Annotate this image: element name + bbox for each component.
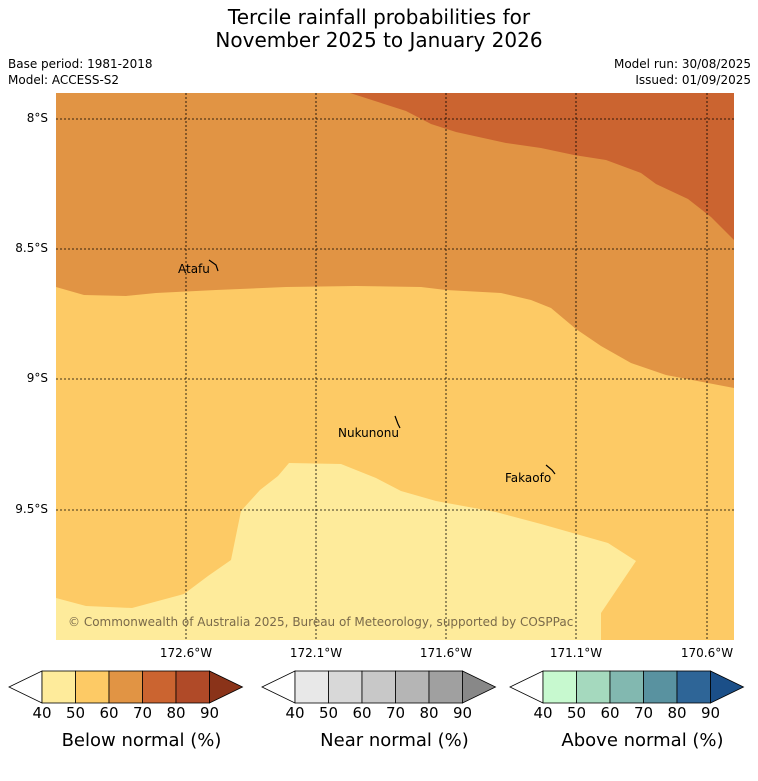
- colorbar-label-above-normal: Above normal (%): [561, 730, 724, 751]
- colorbar-extension-low: [261, 670, 296, 704]
- colorbar-tick-label: 80: [166, 704, 186, 722]
- colorbar-segment: [41, 670, 76, 704]
- colorbar-tick-label: 40: [32, 704, 52, 722]
- colorbar-label-below-normal: Below normal (%): [61, 730, 222, 751]
- colorbar-extension-low: [509, 670, 544, 704]
- lat-tick-9-5: 9.5°S: [15, 502, 48, 516]
- colorbar-tick-label: 80: [419, 704, 439, 722]
- chart-title-line1: Tercile rainfall probabilities for: [227, 5, 531, 29]
- issued-date: Issued: 01/09/2025: [635, 73, 751, 87]
- colorbar-segment: [175, 670, 210, 704]
- graticule: [56, 93, 734, 640]
- zone-below-40-50: [56, 463, 636, 640]
- colorbar-below-normal: [8, 670, 244, 704]
- lon-tick-172-1: 172.1°W: [289, 646, 343, 660]
- colorbar-segment: [294, 670, 329, 704]
- colorbar-segment: [609, 670, 644, 704]
- colorbar-tick-label: 80: [667, 704, 687, 722]
- lat-tick-9: 9°S: [26, 371, 48, 385]
- zone-below-70-80: [350, 93, 734, 240]
- lon-tick-172-6: 172.6°W: [159, 646, 213, 660]
- colorbar-tick-label: 70: [132, 704, 153, 722]
- colorbar-segment: [643, 670, 678, 704]
- base-period: Base period: 1981-2018: [8, 57, 153, 71]
- colorbar-tick-label: 90: [700, 704, 721, 722]
- probability-map: Atafu Nukunonu Fakaofo © Commonwealth of…: [56, 93, 734, 640]
- colorbar-tick-label: 90: [199, 704, 220, 722]
- colorbar-segment: [108, 670, 143, 704]
- colorbar-extension-high: [462, 670, 497, 704]
- colorbar-tick-label: 40: [533, 704, 553, 722]
- colorbar-tick-label: 40: [285, 704, 305, 722]
- colorbar-tick-label: 50: [318, 704, 339, 722]
- colorbar-near-normal: [261, 670, 497, 704]
- place-label-nukunonu: Nukunonu: [338, 426, 399, 440]
- place-label-fakaofo: Fakaofo: [505, 471, 551, 485]
- lon-tick-170-6: 170.6°W: [680, 646, 734, 660]
- colorbar-segment: [576, 670, 611, 704]
- lon-tick-171-1: 171.1°W: [549, 646, 603, 660]
- colorbar-segment: [142, 670, 177, 704]
- colorbar-extension-low: [8, 670, 43, 704]
- colorbar-segment: [676, 670, 711, 704]
- colorbar-tick-label: 70: [633, 704, 654, 722]
- colorbar-tick-label: 50: [566, 704, 587, 722]
- atolls: [208, 259, 556, 475]
- colorbar-tick-label: 60: [600, 704, 620, 722]
- fakaofo-atoll: [545, 464, 556, 475]
- nukunonu-atoll: [394, 415, 401, 429]
- chart-title-line2: November 2025 to January 2026: [215, 28, 543, 52]
- colorbar-segment: [428, 670, 463, 704]
- colorbar-tick-label: 50: [65, 704, 86, 722]
- model-run: Model run: 30/08/2025: [613, 57, 751, 71]
- colorbar-tick-label: 90: [452, 704, 473, 722]
- model-name: Model: ACCESS-S2: [8, 73, 120, 87]
- colorbar-segment: [395, 670, 430, 704]
- colorbar-tick-label: 60: [352, 704, 372, 722]
- colorbar-segment: [361, 670, 396, 704]
- lat-tick-8: 8°S: [26, 111, 48, 125]
- lon-tick-171-6: 171.6°W: [419, 646, 473, 660]
- colorbar-extension-high: [209, 670, 244, 704]
- colorbar-tick-label: 60: [99, 704, 119, 722]
- colorbar-label-near-normal: Near normal (%): [320, 730, 469, 751]
- colorbar-above-normal: [509, 670, 745, 704]
- colorbar-tick-label: 70: [385, 704, 406, 722]
- lat-tick-8-5: 8.5°S: [15, 241, 48, 255]
- atafu-atoll: [208, 259, 219, 272]
- colorbar-segment: [75, 670, 110, 704]
- colorbar-segment: [328, 670, 363, 704]
- colorbar-segment: [542, 670, 577, 704]
- copyright-text: © Commonwealth of Australia 2025, Bureau…: [68, 615, 573, 629]
- colorbar-extension-high: [710, 670, 745, 704]
- place-label-atafu: Atafu: [178, 262, 210, 276]
